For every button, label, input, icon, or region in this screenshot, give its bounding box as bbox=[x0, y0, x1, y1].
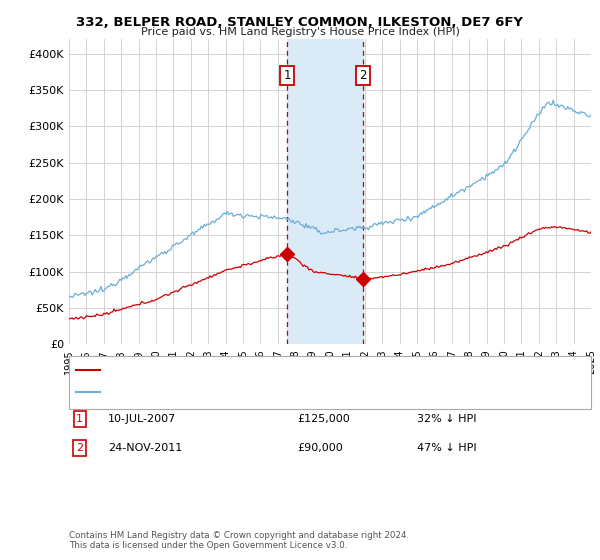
Text: 2: 2 bbox=[76, 443, 83, 453]
Text: 1: 1 bbox=[283, 69, 291, 82]
Text: 10-JUL-2007: 10-JUL-2007 bbox=[108, 414, 176, 424]
Text: £90,000: £90,000 bbox=[297, 443, 343, 453]
Text: £125,000: £125,000 bbox=[297, 414, 350, 424]
Text: 47% ↓ HPI: 47% ↓ HPI bbox=[417, 443, 476, 453]
Text: 1: 1 bbox=[76, 414, 83, 424]
Text: Price paid vs. HM Land Registry's House Price Index (HPI): Price paid vs. HM Land Registry's House … bbox=[140, 27, 460, 37]
Text: 24-NOV-2011: 24-NOV-2011 bbox=[108, 443, 182, 453]
Text: 32% ↓ HPI: 32% ↓ HPI bbox=[417, 414, 476, 424]
Bar bbox=[287, 39, 363, 344]
Text: 332, BELPER ROAD, STANLEY COMMON, ILKESTON, DE7 6FY (detached house): 332, BELPER ROAD, STANLEY COMMON, ILKEST… bbox=[104, 365, 493, 375]
Text: HPI: Average price, detached house, Erewash: HPI: Average price, detached house, Erew… bbox=[104, 387, 331, 397]
Text: Contains HM Land Registry data © Crown copyright and database right 2024.
This d: Contains HM Land Registry data © Crown c… bbox=[69, 530, 409, 550]
Text: 332, BELPER ROAD, STANLEY COMMON, ILKESTON, DE7 6FY: 332, BELPER ROAD, STANLEY COMMON, ILKEST… bbox=[77, 16, 523, 29]
Text: 2: 2 bbox=[359, 69, 367, 82]
